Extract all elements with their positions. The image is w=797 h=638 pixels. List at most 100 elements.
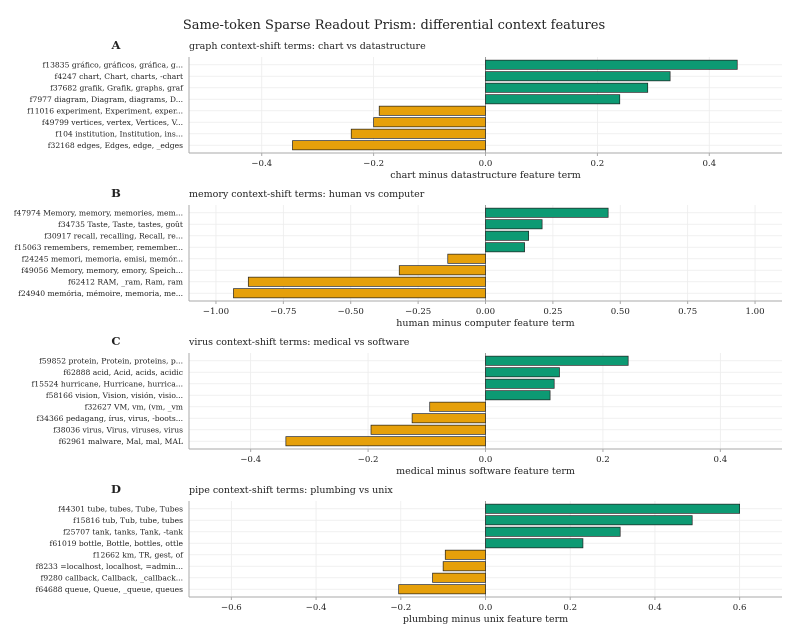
panel-letter: D bbox=[111, 482, 121, 496]
bar bbox=[485, 82, 649, 93]
category-label: f62412 RAM, _ram, Ram, ram bbox=[68, 278, 183, 287]
x-tick-label: 0.0 bbox=[479, 455, 493, 465]
bar bbox=[247, 276, 486, 287]
x-tick-label: 0.2 bbox=[591, 159, 605, 169]
category-label: f7977 diagram, Diagram, diagrams, D... bbox=[30, 95, 183, 104]
bar bbox=[442, 561, 486, 572]
x-tick-label: 0.4 bbox=[648, 603, 662, 613]
bar bbox=[485, 355, 629, 366]
category-label: f9280 callback, Callback, _callback... bbox=[41, 574, 183, 583]
x-axis-label: medical minus software feature term bbox=[396, 466, 575, 477]
panel-title: graph context-shift terms: chart vs data… bbox=[189, 41, 426, 52]
x-axis-label: chart minus datastructure feature term bbox=[390, 170, 581, 181]
category-label: f59852 protein, Protein, proteins, p... bbox=[39, 357, 183, 366]
bar bbox=[485, 242, 525, 253]
x-tick-label: 0.50 bbox=[611, 307, 630, 317]
panel-letter: C bbox=[111, 334, 120, 348]
bar bbox=[485, 526, 621, 537]
figure-title: Same-token Sparse Readout Prism: differe… bbox=[183, 18, 605, 33]
x-tick-label: −0.4 bbox=[240, 455, 261, 465]
category-label: f32168 edges, Edges, edge, _edges bbox=[48, 141, 183, 150]
category-label: f49799 vertices, vertex, Vertices, V... bbox=[42, 118, 183, 127]
x-tick-label: 0.0 bbox=[479, 159, 493, 169]
bar bbox=[485, 538, 584, 549]
category-label: f4247 chart, Chart, charts, -chart bbox=[55, 72, 183, 81]
panel-title: memory context-shift terms: human vs com… bbox=[189, 189, 425, 200]
bar bbox=[444, 549, 486, 560]
bar bbox=[233, 288, 486, 299]
panel-title: virus context-shift terms: medical vs so… bbox=[188, 337, 410, 348]
bar bbox=[373, 117, 486, 128]
bar bbox=[292, 140, 486, 151]
bar bbox=[370, 424, 486, 435]
category-label: f25707 tank, tanks, Tank, -tank bbox=[63, 528, 183, 537]
x-tick-label: 1.00 bbox=[745, 307, 764, 317]
bar bbox=[485, 367, 560, 378]
x-axis-label: plumbing minus unix feature term bbox=[403, 614, 568, 625]
bar bbox=[485, 207, 609, 218]
category-label: f44301 tube, tubes, Tube, Tubes bbox=[58, 505, 183, 514]
category-label: f15524 hurricane, Hurricane, hurrica... bbox=[31, 380, 183, 389]
x-tick-label: −0.2 bbox=[358, 455, 379, 465]
bar bbox=[285, 436, 486, 447]
bar bbox=[429, 401, 486, 412]
x-tick-label: −0.4 bbox=[306, 603, 327, 613]
category-label: f15063 remembers, remember, remember... bbox=[14, 243, 183, 252]
x-tick-label: −1.00 bbox=[203, 307, 229, 317]
bar bbox=[485, 390, 551, 401]
bar bbox=[485, 59, 738, 70]
category-label: f13835 gráfico, gráficos, gráfica, g... bbox=[42, 61, 183, 70]
category-label: f34735 Taste, Taste, tastes, goût bbox=[58, 220, 183, 229]
x-tick-label: −0.75 bbox=[270, 307, 296, 317]
x-tick-label: −0.2 bbox=[390, 603, 411, 613]
bar bbox=[350, 128, 486, 139]
bar bbox=[485, 378, 555, 389]
x-tick-label: 0.2 bbox=[563, 603, 577, 613]
category-label: f64688 queue, Queue, _queue, queues bbox=[36, 585, 184, 594]
category-label: f11016 experiment, Experiment, exper... bbox=[27, 107, 183, 116]
category-label: f58166 vision, Vision, visión, visio... bbox=[46, 391, 183, 400]
category-label: f30917 recall, recalling, Recall, re... bbox=[44, 232, 183, 241]
category-label: f34366 pedagang, írus, virus, -boots... bbox=[37, 414, 184, 423]
category-label: f49056 Memory, memory, emory, Speich... bbox=[21, 266, 183, 275]
bar bbox=[485, 71, 671, 82]
category-label: f12662 km, TR, gest, of bbox=[93, 551, 184, 560]
bar bbox=[432, 572, 486, 583]
x-axis-label: human minus computer feature term bbox=[396, 318, 574, 329]
panel-letter: B bbox=[111, 186, 121, 200]
x-tick-label: 0.4 bbox=[702, 159, 716, 169]
category-label: f32627 VM, vm, (vm, _vm bbox=[85, 403, 183, 412]
category-label: f61019 bottle, Bottle, bottles, ottle bbox=[50, 539, 184, 548]
category-label: f8233 =localhost, localhost, =admin... bbox=[36, 562, 183, 571]
bar bbox=[378, 105, 486, 116]
x-tick-label: 0.2 bbox=[596, 455, 610, 465]
bar bbox=[485, 503, 740, 514]
x-tick-label: 0.75 bbox=[678, 307, 697, 317]
bar bbox=[485, 230, 529, 241]
category-label: f24245 memori, memoria, emisi, memór... bbox=[22, 255, 183, 264]
category-label: f62888 acid, Acid, acids, acidic bbox=[63, 368, 183, 377]
x-tick-label: 0.4 bbox=[714, 455, 728, 465]
bar bbox=[398, 265, 486, 276]
category-label: f38036 virus, Virus, viruses, virus bbox=[53, 426, 183, 435]
bar bbox=[485, 219, 543, 230]
category-label: f24940 memória, mémoire, memoria, me... bbox=[18, 289, 183, 298]
x-tick-label: 0.25 bbox=[543, 307, 562, 317]
bar bbox=[398, 584, 486, 595]
bar bbox=[411, 413, 486, 424]
category-label: f37682 grafik, Grafik, graphs, graf bbox=[50, 84, 184, 93]
category-label: f15816 tub, Tub, tube, tubes bbox=[73, 516, 183, 525]
x-tick-label: −0.2 bbox=[363, 159, 384, 169]
x-tick-label: 0.00 bbox=[476, 307, 495, 317]
panel-letter: A bbox=[111, 38, 122, 52]
category-label: f104 institution, Institution, ins... bbox=[55, 130, 183, 139]
category-label: f47974 Memory, memory, memories, mem... bbox=[14, 209, 183, 218]
x-tick-label: −0.25 bbox=[405, 307, 431, 317]
bar bbox=[485, 515, 693, 526]
